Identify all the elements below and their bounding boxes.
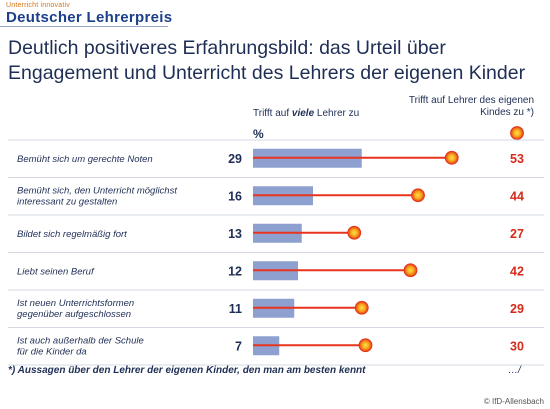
category-label: interessant zu gestalten	[17, 196, 117, 207]
value-own-child: 42	[510, 264, 524, 278]
value-many-teachers: 12	[228, 264, 242, 278]
category-label: Ist auch außerhalb der Schule	[17, 335, 144, 346]
logo-divider	[0, 26, 168, 27]
value-many-teachers: 16	[228, 189, 242, 203]
category-label: für die Kinder da	[17, 346, 87, 357]
value-many-teachers: 11	[229, 302, 242, 316]
header-many-emphasis: viele	[291, 108, 315, 119]
value-own-child: 29	[510, 302, 524, 316]
dot-own-child	[411, 188, 425, 203]
footnote: *) Aussagen über den Lehrer der eigenen …	[8, 365, 366, 376]
category-label: Ist neuen Unterrichtsformen	[17, 298, 134, 309]
logo: Unterricht innovativ Deutscher Lehrerpre…	[6, 2, 172, 25]
percent-label: %	[253, 127, 264, 141]
value-own-child: 53	[510, 152, 524, 166]
logo-subtitle: Unterricht innovativ	[6, 2, 70, 9]
category-label: Liebt seinen Beruf	[17, 266, 95, 277]
value-many-teachers: 7	[235, 339, 242, 353]
header-many-suffix: Lehrer zu	[314, 108, 360, 119]
value-own-child: 27	[510, 227, 524, 241]
category-label: Bemüht sich, den Unterricht möglichst	[17, 185, 177, 196]
continuation-mark: …/	[508, 365, 521, 376]
header-own-child-teacher: Trifft auf Lehrer des eigenen Kindes zu …	[408, 95, 534, 118]
value-own-child: 44	[510, 189, 524, 203]
chart-title: Deutlich positiveres Erfahrungsbild: das…	[8, 37, 526, 84]
category-label: gegenüber aufgeschlossen	[17, 309, 131, 320]
category-label: Bildet sich regelmäßig fort	[17, 229, 127, 240]
source-credit: © IfD-Allensbach	[483, 397, 544, 406]
dot-own-child	[403, 263, 418, 278]
value-own-child: 30	[510, 339, 524, 353]
dot-own-child	[354, 300, 369, 315]
category-label: Bemüht sich um gerechte Noten	[17, 154, 153, 165]
dot-own-child	[358, 338, 373, 353]
dot-own-child	[347, 225, 362, 240]
value-many-teachers: 13	[228, 227, 242, 241]
header-many-prefix: Trifft auf	[253, 108, 292, 119]
header-many-teachers: Trifft auf viele Lehrer zu	[253, 108, 359, 119]
logo-name: Deutscher Lehrerpreis	[6, 9, 173, 26]
value-many-teachers: 29	[228, 152, 242, 166]
dot-own-child	[444, 150, 459, 165]
legend-dot-own-child	[510, 126, 524, 140]
